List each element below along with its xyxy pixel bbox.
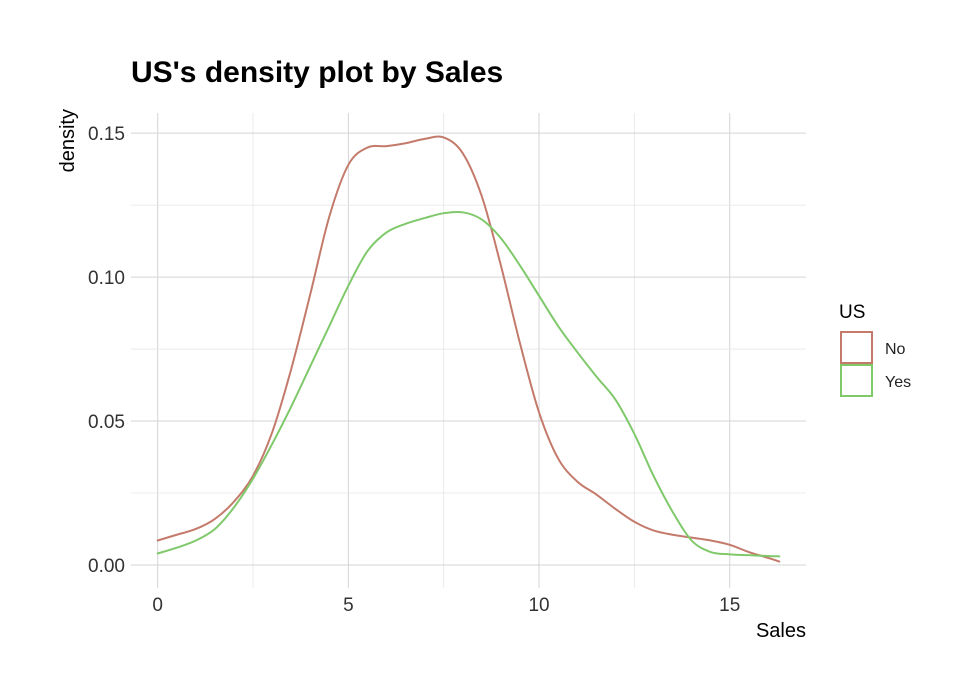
legend-label-no: No [885, 341, 906, 358]
legend-title: US [839, 302, 865, 323]
grid-lines [131, 113, 806, 588]
y-axis-label: density [57, 109, 79, 172]
x-tick-label: 5 [343, 595, 354, 616]
series-line-no [156, 135, 781, 563]
y-tick-label: 0.10 [88, 268, 125, 289]
legend-key-yes [840, 364, 873, 397]
series-line-yes [156, 210, 781, 558]
series-lines [156, 135, 781, 563]
legend: US No Yes [839, 302, 911, 397]
x-axis-label: Sales [756, 620, 806, 642]
x-tick-label: 10 [528, 595, 549, 616]
tick-labels: 0 5 10 15 0.00 0.05 0.10 0.15 [88, 124, 740, 616]
y-tick-label: 0.15 [88, 124, 125, 145]
y-tick-label: 0.00 [88, 556, 125, 577]
legend-label-yes: Yes [885, 374, 911, 391]
chart-title: US's density plot by Sales [131, 56, 503, 89]
legend-key-no [840, 331, 873, 364]
x-tick-label: 0 [152, 595, 163, 616]
x-tick-label: 15 [719, 595, 740, 616]
y-tick-label: 0.05 [88, 412, 125, 433]
